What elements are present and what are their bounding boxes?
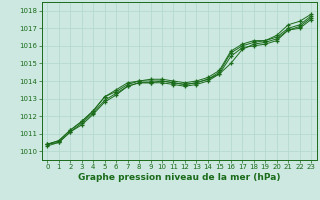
X-axis label: Graphe pression niveau de la mer (hPa): Graphe pression niveau de la mer (hPa) xyxy=(78,173,280,182)
